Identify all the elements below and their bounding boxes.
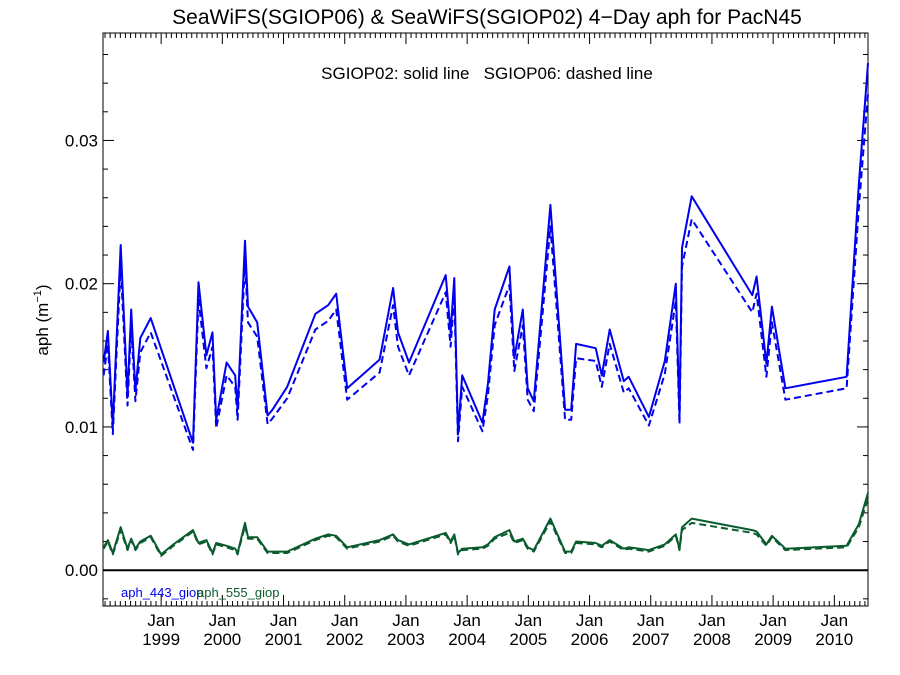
x-tick-year-label: 2009	[754, 630, 792, 649]
x-tick-year-label: 2006	[571, 630, 609, 649]
y-tick-label: 0.02	[65, 275, 98, 294]
legend-aph-443: aph_443_giop	[121, 585, 203, 600]
y-tick-label: 0.01	[65, 418, 98, 437]
x-tick-month-label: Jan	[270, 611, 297, 630]
x-tick-month-label: Jan	[759, 611, 786, 630]
x-axis: Jan1999Jan2000Jan2001Jan2002Jan2003Jan20…	[104, 33, 866, 649]
x-tick-month-label: Jan	[147, 611, 174, 630]
series-line-0-solid	[102, 63, 869, 444]
y-axis-label-close: )	[33, 284, 52, 290]
plot-frame	[102, 32, 869, 607]
y-axis-label-text: aph (m	[33, 303, 52, 356]
y-tick-label: 0.00	[65, 561, 98, 580]
x-tick-year-label: 2001	[265, 630, 303, 649]
series-line-3-dashed	[102, 498, 869, 557]
legend-aph-555: aph_555_giop	[197, 585, 279, 600]
x-tick-month-label: Jan	[576, 611, 603, 630]
x-tick-month-label: Jan	[331, 611, 358, 630]
x-tick-year-label: 2000	[203, 630, 241, 649]
y-tick-label: 0.03	[65, 131, 98, 150]
x-tick-month-label: Jan	[515, 611, 542, 630]
chart-annotation: SGIOP02: solid line SGIOP06: dashed line	[321, 64, 653, 83]
x-tick-year-label: 2003	[387, 630, 425, 649]
x-tick-month-label: Jan	[453, 611, 480, 630]
series-layer	[102, 63, 869, 557]
chart-title: SeaWiFS(SGIOP06) & SeaWiFS(SGIOP02) 4−Da…	[172, 6, 802, 29]
x-tick-year-label: 2008	[693, 630, 731, 649]
x-tick-month-label: Jan	[698, 611, 725, 630]
y-axis-label: aph (m−1)	[32, 284, 52, 355]
x-tick-month-label: Jan	[392, 611, 419, 630]
x-tick-year-label: 2004	[448, 630, 486, 649]
y-axis: 0.00 0.01 0.02 0.03	[65, 53, 868, 600]
x-tick-month-label: Jan	[821, 611, 848, 630]
series-line-1-dashed	[102, 93, 869, 451]
x-tick-month-label: Jan	[209, 611, 236, 630]
x-tick-year-label: 1999	[142, 630, 180, 649]
x-tick-year-label: 2005	[509, 630, 547, 649]
x-tick-year-label: 2002	[326, 630, 364, 649]
x-tick-month-label: Jan	[637, 611, 664, 630]
x-tick-year-label: 2010	[815, 630, 853, 649]
y-axis-label-unit-exponent: −1	[32, 290, 44, 303]
x-tick-year-label: 2007	[632, 630, 670, 649]
